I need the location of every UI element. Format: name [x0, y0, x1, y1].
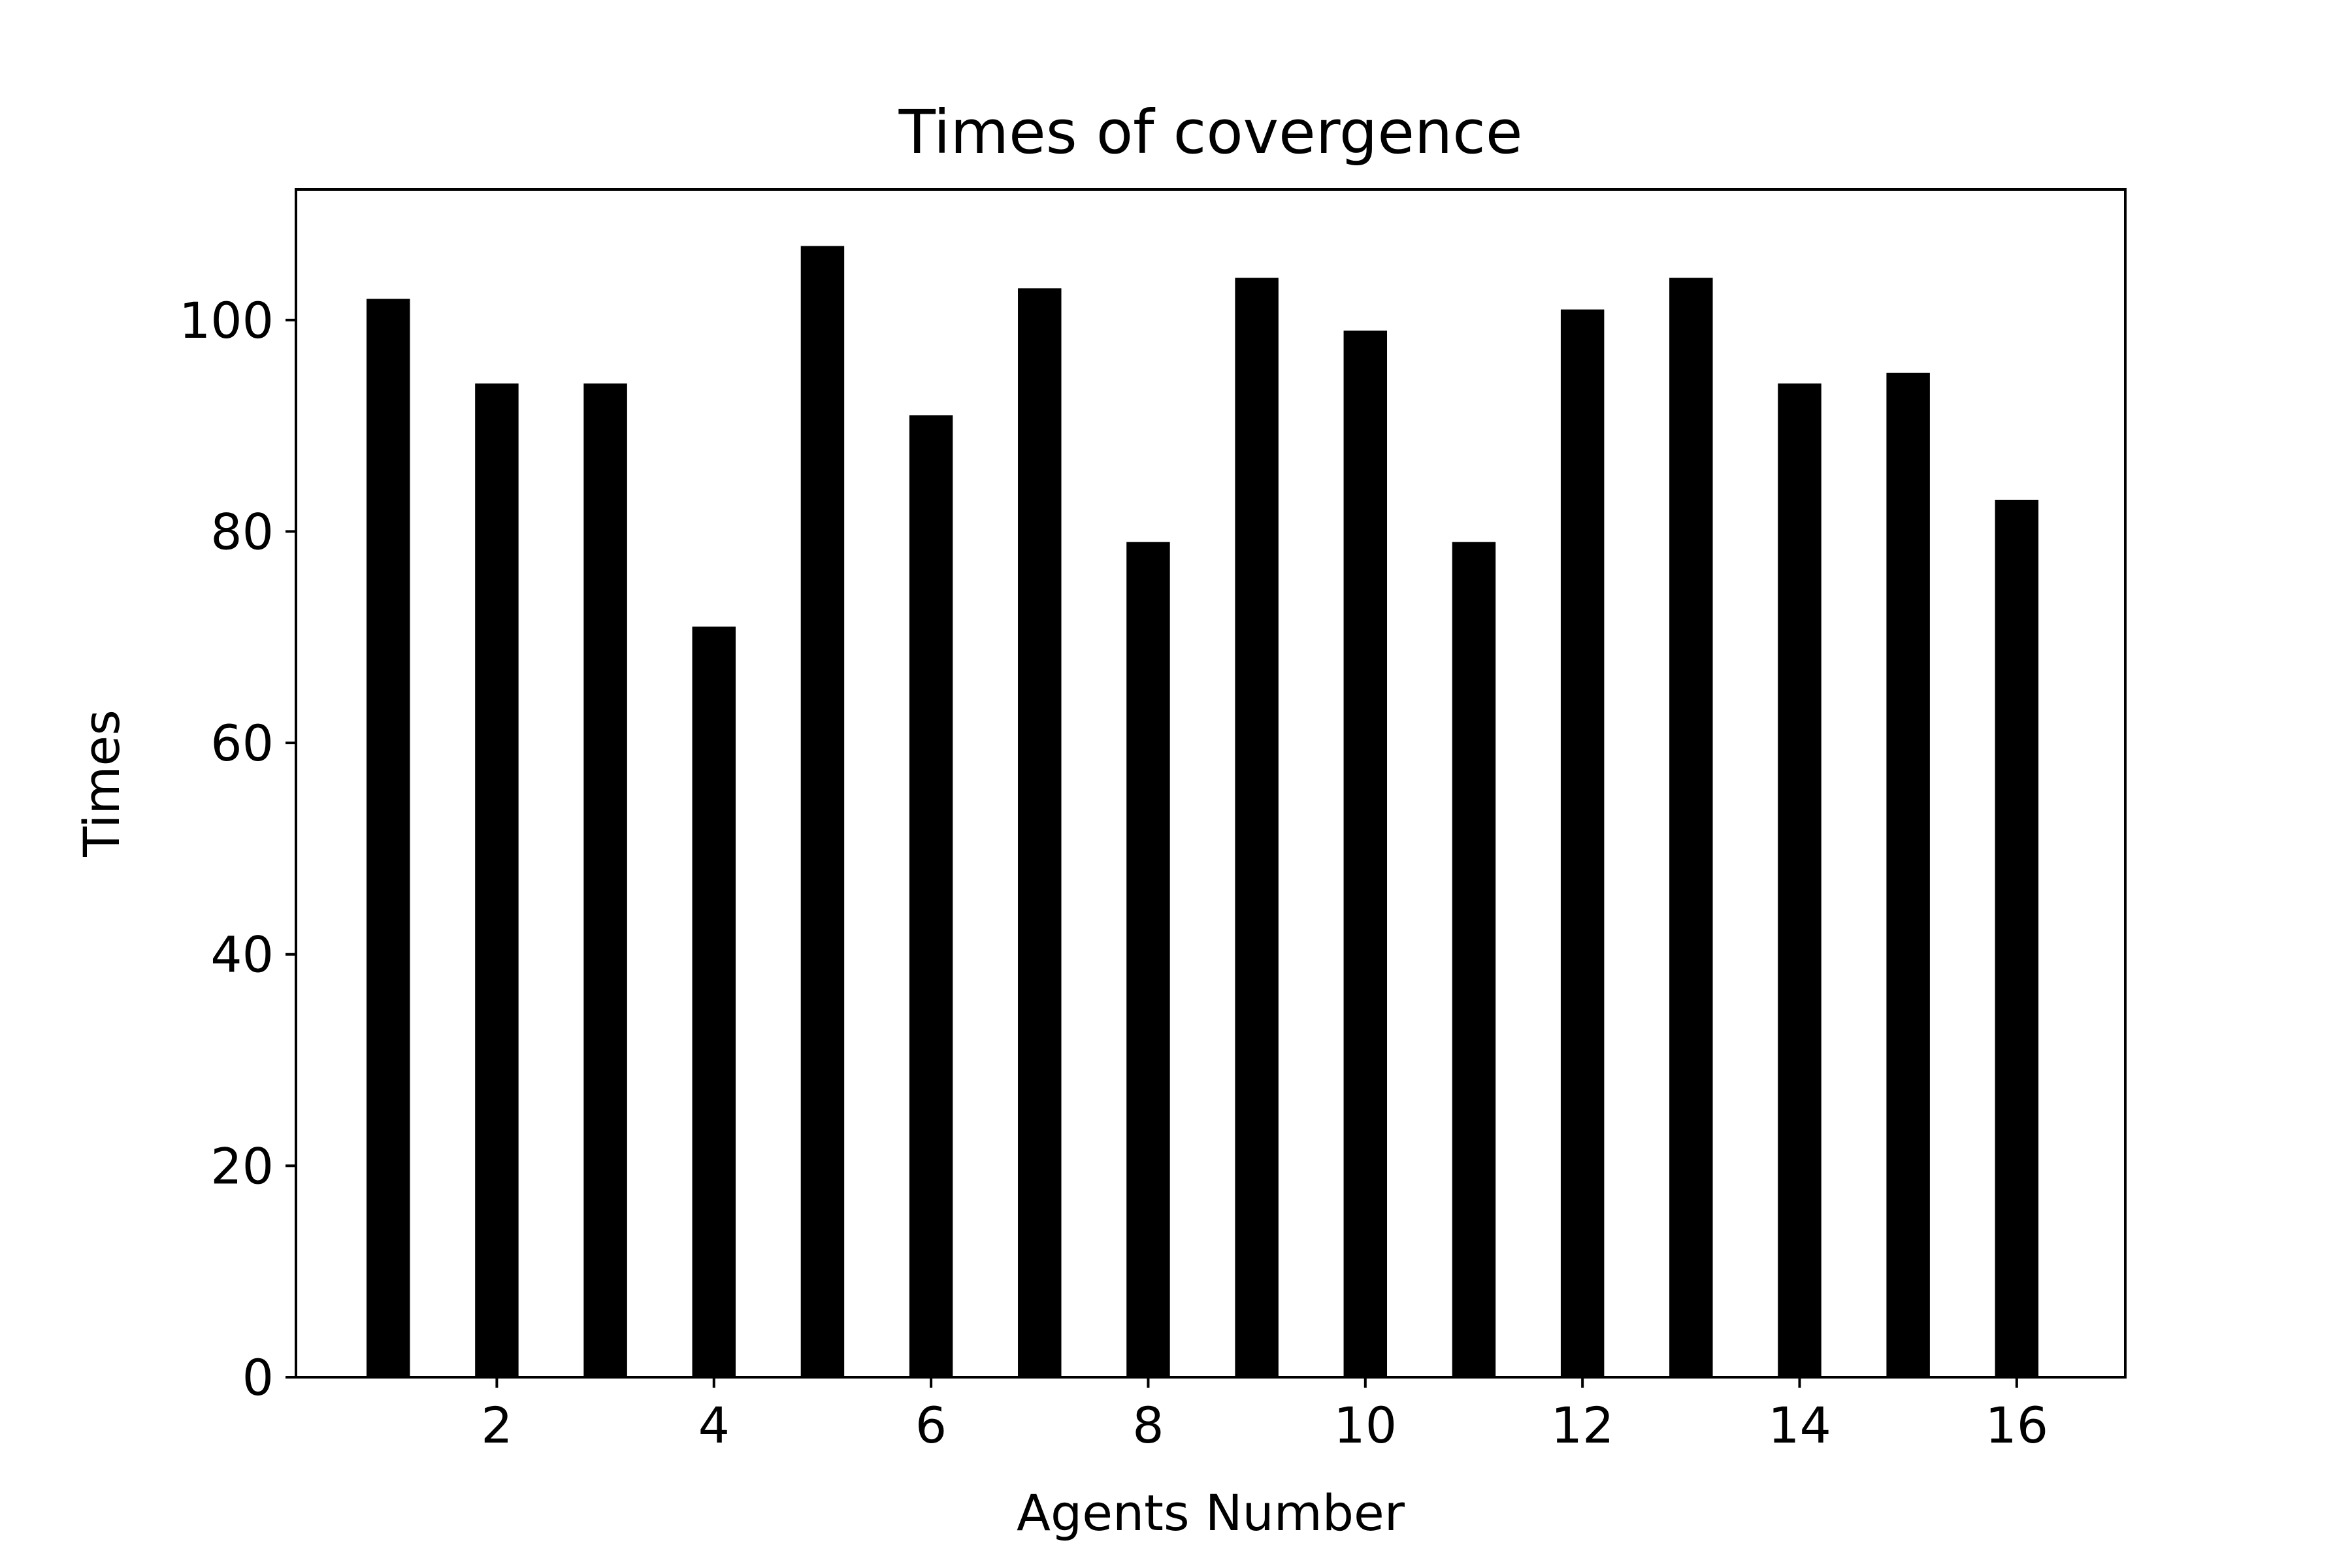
chart-title: Times of covergence [898, 97, 1523, 167]
x-tick-label: 12 [1551, 1396, 1614, 1454]
bar-agent-10 [1343, 331, 1388, 1377]
x-tick-label: 2 [481, 1396, 512, 1454]
y-tick-label: 80 [210, 502, 274, 561]
bar-agent-3 [583, 383, 627, 1378]
x-axis-label: Agents Number [1017, 1484, 1405, 1542]
bars-group [367, 246, 2039, 1378]
bar-agent-5 [800, 246, 845, 1377]
x-tick-label: 16 [1985, 1396, 2048, 1454]
y-axis-label: Times [73, 710, 131, 858]
y-tick-label: 40 [210, 926, 274, 984]
y-tick-label: 0 [242, 1348, 274, 1407]
bar-agent-7 [1018, 288, 1062, 1377]
bar-agent-16 [1995, 499, 2039, 1378]
y-tick-label: 100 [179, 291, 274, 350]
x-tick-label: 10 [1333, 1396, 1397, 1454]
bar-agent-15 [1886, 372, 1930, 1377]
x-tick-label: 8 [1132, 1396, 1164, 1454]
bar-agent-14 [1778, 383, 1821, 1378]
plot-frame [295, 188, 2127, 1379]
bar-agent-13 [1669, 278, 1713, 1377]
bar-agent-1 [367, 299, 410, 1378]
bar-agent-2 [475, 383, 519, 1378]
y-tick-label: 60 [210, 714, 274, 772]
bar-agent-11 [1452, 542, 1496, 1378]
bar-agent-6 [909, 415, 953, 1377]
bar-agent-12 [1560, 309, 1605, 1377]
x-axis-ticks: 2 4 6 8 10 12 14 16 [481, 1377, 2048, 1454]
bar-agent-4 [692, 627, 736, 1377]
x-tick-label: 6 [915, 1396, 947, 1454]
x-tick-label: 14 [1768, 1396, 1831, 1454]
y-axis-ticks: 0 20 40 60 80 100 [179, 291, 296, 1407]
bar-agent-9 [1235, 278, 1279, 1377]
bar-agent-8 [1126, 542, 1170, 1378]
x-tick-label: 4 [698, 1396, 730, 1454]
y-tick-label: 20 [210, 1137, 274, 1195]
